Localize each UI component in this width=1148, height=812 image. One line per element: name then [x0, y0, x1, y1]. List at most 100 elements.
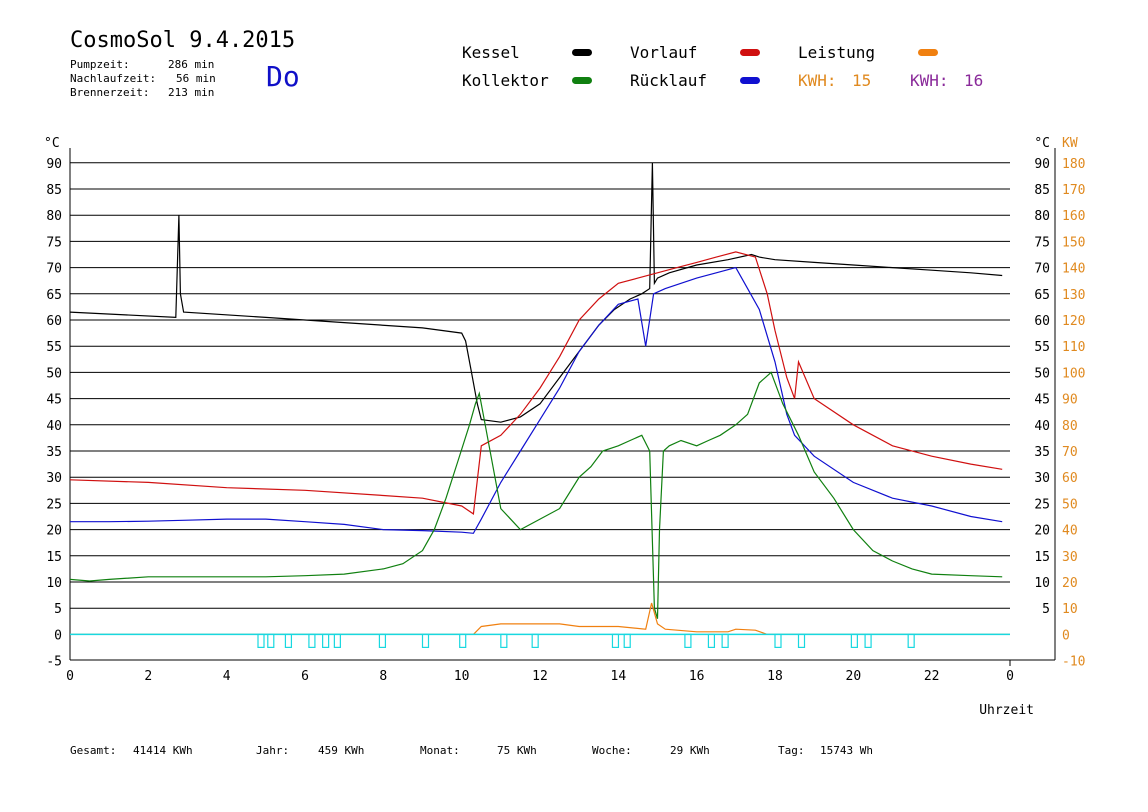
- y-tick-label-left: 0: [54, 628, 62, 643]
- pump-marker: [284, 633, 293, 649]
- y-tick-label-right-temp: 5: [1042, 602, 1050, 617]
- kwh-label-2: KWH:: [910, 71, 949, 90]
- stat-brennerzeit-label: Brennerzeit:: [70, 86, 150, 99]
- footer-jahr-label: Jahr:: [256, 744, 290, 757]
- y-tick-label-right-power: 30: [1062, 550, 1078, 565]
- pump-marker: [797, 633, 806, 649]
- pump-marker: [850, 633, 858, 649]
- y-tick-label-right-temp: 75: [1034, 235, 1050, 250]
- legend-swatch-leistung: [918, 49, 938, 56]
- pump-marker: [774, 633, 782, 649]
- kwh-label-1: KWH:: [798, 71, 837, 90]
- pump-marker: [623, 633, 631, 649]
- legend-label-kollektor: Kollektor: [462, 71, 549, 90]
- y-axis-label-left: °C: [44, 136, 60, 151]
- pump-marker: [322, 633, 330, 649]
- legend-swatch-vorlauf: [740, 49, 760, 56]
- x-tick-label: 14: [611, 669, 627, 684]
- series-line-leistung: [70, 602, 1010, 636]
- x-tick-label: 16: [689, 669, 705, 684]
- x-tick-label: 12: [532, 669, 548, 684]
- y-tick-label-right-temp: 90: [1034, 157, 1050, 172]
- y-tick-label-left: 5: [54, 602, 62, 617]
- y-tick-label-left: -5: [46, 655, 62, 670]
- pump-marker: [684, 633, 692, 649]
- x-tick-label: 20: [846, 669, 862, 684]
- kwh-value-2: 16: [964, 71, 984, 90]
- y-tick-label-right-power: 160: [1062, 209, 1085, 224]
- y-tick-label-left: 30: [46, 471, 62, 486]
- y-tick-label-right-power: 50: [1062, 497, 1078, 512]
- y-tick-label-right-temp: 85: [1034, 183, 1050, 198]
- y-tick-label-right-power: 100: [1062, 366, 1085, 381]
- y-tick-label-left: 25: [46, 497, 62, 512]
- pump-marker: [531, 633, 539, 649]
- y-tick-label-right-power: 90: [1062, 393, 1078, 408]
- y-tick-label-right-temp: 45: [1034, 393, 1050, 408]
- pump-marker: [721, 633, 729, 649]
- pump-marker: [308, 633, 316, 649]
- y-tick-label-left: 70: [46, 262, 62, 277]
- x-tick-label: 18: [767, 669, 783, 684]
- series-line-kessel: [69, 162, 1003, 423]
- x-tick-label: 0: [1006, 669, 1014, 684]
- y-tick-label-right-temp: 25: [1034, 497, 1050, 512]
- x-axis-label: Uhrzeit: [979, 703, 1034, 718]
- stat-nachlaufzeit-label: Nachlaufzeit:: [70, 72, 157, 85]
- y-tick-label-left: 55: [46, 340, 62, 355]
- legend-swatch-kollektor: [572, 77, 592, 84]
- y-tick-label-left: 80: [46, 209, 62, 224]
- x-tick-label: 6: [301, 669, 309, 684]
- y-tick-label-right-power: 70: [1062, 445, 1078, 460]
- stat-pumpzeit-value: 286 min: [168, 58, 215, 71]
- y-tick-label-right-temp: 10: [1034, 576, 1050, 591]
- y-axis-label-right-power: KW: [1062, 136, 1078, 151]
- y-tick-label-right-power: -10: [1062, 655, 1085, 670]
- y-tick-label-left: 90: [46, 157, 62, 172]
- y-tick-label-left: 65: [46, 288, 62, 303]
- y-tick-label-right-temp: 60: [1034, 314, 1050, 329]
- legend-label-leistung: Leistung: [798, 43, 876, 62]
- y-tick-label-right-temp: 20: [1034, 524, 1050, 539]
- legend-label-kessel: Kessel: [462, 43, 520, 62]
- footer-tag-value: 15743 Wh: [820, 744, 873, 757]
- y-tick-label-right-power: 140: [1062, 262, 1085, 277]
- weekday-label: Do: [266, 60, 300, 93]
- y-tick-label-right-temp: 35: [1034, 445, 1050, 460]
- y-tick-label-left: 35: [46, 445, 62, 460]
- pump-marker: [907, 633, 915, 649]
- y-tick-label-left: 60: [46, 314, 62, 329]
- y-tick-label-right-power: 10: [1062, 602, 1078, 617]
- pump-marker: [421, 633, 430, 649]
- footer-jahr-value: 459 KWh: [318, 744, 365, 757]
- y-tick-label-left: 10: [46, 576, 62, 591]
- stat-nachlaufzeit-value: 56 min: [176, 72, 216, 85]
- pump-marker: [707, 633, 716, 649]
- footer-monat-label: Monat:: [420, 744, 460, 757]
- pump-marker: [333, 633, 341, 649]
- footer-gesamt-value: 41414 KWh: [133, 744, 193, 757]
- legend-swatch-kessel: [572, 49, 592, 56]
- pump-marker: [611, 633, 620, 649]
- legend-label-ruecklauf: Rücklauf: [630, 71, 708, 90]
- x-tick-label: 4: [223, 669, 231, 684]
- series-line-kollektor: [69, 371, 1003, 619]
- footer-tag-label: Tag:: [778, 744, 805, 757]
- series-line-vorlauf: [69, 251, 1003, 515]
- y-tick-label-right-power: 170: [1062, 183, 1085, 198]
- y-tick-label-right-power: 80: [1062, 419, 1078, 434]
- kwh-value-1: 15: [852, 71, 872, 90]
- footer-monat-value: 75 KWh: [497, 744, 537, 757]
- y-tick-label-left: 15: [46, 550, 62, 565]
- pump-marker: [459, 633, 467, 649]
- x-tick-label: 8: [379, 669, 387, 684]
- y-tick-label-right-power: 20: [1062, 576, 1078, 591]
- y-tick-label-right-power: 120: [1062, 314, 1085, 329]
- series-line-rcklauf: [70, 266, 1003, 534]
- y-tick-label-right-power: 110: [1062, 340, 1085, 355]
- y-tick-label-left: 75: [46, 235, 62, 250]
- y-tick-label-left: 20: [46, 524, 62, 539]
- x-tick-label: 0: [66, 669, 74, 684]
- y-tick-label-left: 85: [46, 183, 62, 198]
